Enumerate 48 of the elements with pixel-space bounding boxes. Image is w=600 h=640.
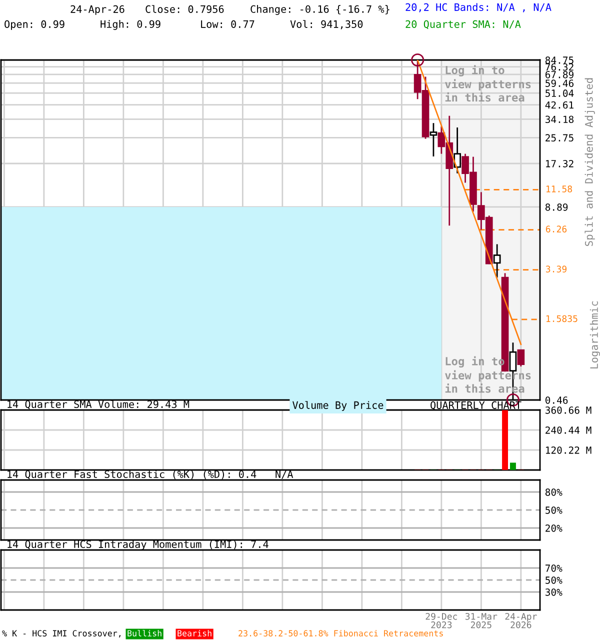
text: High: 0.99 (100, 20, 160, 30)
chart-title: 14 Quarter Fast Stochastic (%K) (%D): 0.4 N/A (8, 470, 294, 480)
y-tick-label: 240.44 M (546, 426, 592, 434)
y-tick-label: 67.89 (545, 70, 574, 78)
y-tick-label: 120.22 M (546, 446, 592, 454)
y-tick-label: 50% (546, 576, 562, 584)
text: Vol: 941,350 (290, 20, 363, 30)
y-tick-label: 8.89 (545, 203, 568, 211)
text: % K - HCS IMI Crossover, (2, 630, 120, 638)
text: Bullish (128, 630, 162, 636)
y-tick-label: 51.04 (546, 90, 574, 97)
text: Close: 0.7956 (146, 5, 224, 13)
text: Logarithmic (590, 301, 600, 368)
y-tick-label: 80% (545, 488, 562, 496)
band-label: Volume By Price (292, 401, 384, 411)
chart-title: 14 Quarter SMA Volume: 29.43 M (8, 400, 190, 410)
x-tick-label: 29-Dec 2023 (426, 612, 457, 628)
y-tick-label: 25.75 (546, 134, 574, 142)
text: 24-Apr-26 (70, 5, 124, 15)
ref-line-label: 6.26 (546, 226, 567, 232)
text: Open: 0.99 (4, 20, 64, 30)
y-tick-label: 59.46 (546, 80, 574, 87)
y-tick-label: 76.32 (546, 63, 574, 71)
ref-line-label: 3.39 (546, 266, 567, 272)
y-tick-label: 70% (546, 564, 562, 572)
y-tick-label: 20% (546, 524, 562, 532)
x-tick-label: 31-Mar 2025 (465, 612, 498, 628)
y-tick-label: 50% (546, 506, 562, 514)
ref-line-label: 11.58 (546, 186, 572, 192)
text: Bearish (178, 630, 212, 636)
y-tick-label: 360.66 M (546, 406, 592, 414)
y-tick-label: 0.46 (545, 396, 568, 404)
chart-title: 14 Quarter HCS Intraday Momentum (IMI): 7.4 (8, 540, 268, 550)
text: 20 Quarter SMA: N/A (406, 20, 521, 30)
y-tick-label: 42.61 (545, 101, 574, 109)
annotation: Log in to view patterns in this area (445, 65, 531, 102)
text: Low: 0.77 (201, 20, 254, 28)
y-tick-label: 17.32 (546, 160, 574, 168)
y-axis-title: Split and Dividend Adjusted (584, 78, 595, 246)
text: 23.6-38.2-50-61.8% Fibonacci Retracements (238, 630, 443, 636)
ref-line-label: 1.5835 (546, 315, 578, 322)
y-tick-label: 30% (546, 588, 562, 596)
text: 20,2 HC Bands: N/A , N/A (406, 3, 552, 12)
text: Change: -0.16 {-16.7 %} (250, 5, 390, 15)
x-tick-label: 24-Apr 2026 (505, 612, 537, 628)
y-tick-label: 84.75 (545, 56, 574, 64)
y-tick-label: 34.18 (546, 116, 574, 124)
annotation: QUARTERLY CHART (430, 401, 522, 410)
